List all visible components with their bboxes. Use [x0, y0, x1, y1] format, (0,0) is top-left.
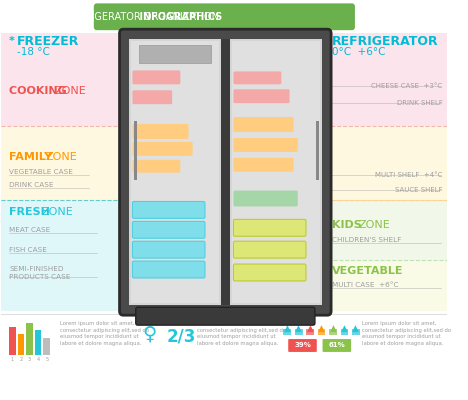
Bar: [284, 329, 291, 335]
Bar: [1, 33, 124, 126]
Text: 3: 3: [28, 357, 31, 362]
Bar: [232, 41, 320, 303]
FancyBboxPatch shape: [132, 90, 172, 104]
Text: ♀: ♀: [142, 324, 156, 343]
FancyBboxPatch shape: [288, 339, 317, 352]
FancyBboxPatch shape: [132, 261, 205, 278]
Text: Lorem ipsum dolor sit amet,
consectetur adipiscing elit,sed do
eiusmod tempor in: Lorem ipsum dolor sit amet, consectetur …: [362, 321, 451, 346]
Bar: [9, 327, 16, 355]
Text: ▲: ▲: [295, 324, 302, 333]
Text: 4: 4: [37, 357, 40, 362]
Text: SEMI-FINISHED
PRODUCTS CASE: SEMI-FINISHED PRODUCTS CASE: [9, 266, 70, 280]
Bar: [131, 41, 219, 303]
Text: FAMILY: FAMILY: [9, 152, 56, 162]
FancyBboxPatch shape: [234, 190, 298, 206]
Text: REFRIGERATOR ORGANIZATION: REFRIGERATOR ORGANIZATION: [66, 12, 222, 22]
Text: 2: 2: [19, 357, 22, 362]
Bar: [318, 329, 325, 335]
FancyBboxPatch shape: [136, 307, 315, 325]
Text: *: *: [9, 36, 19, 46]
Text: Lorem ipsum dolor sit amet,
consectetur adipiscing elit,sed do
eiusmod tempor in: Lorem ipsum dolor sit amet, consectetur …: [197, 321, 286, 346]
FancyBboxPatch shape: [132, 221, 205, 238]
Bar: [129, 39, 322, 305]
Text: SAUCE SHELF: SAUCE SHELF: [395, 187, 443, 193]
Text: ▲: ▲: [307, 324, 314, 333]
Text: CHILDREN'S SHELF: CHILDREN'S SHELF: [332, 237, 401, 243]
Text: ▲: ▲: [341, 324, 348, 333]
Text: ▲: ▲: [284, 324, 291, 333]
FancyBboxPatch shape: [132, 202, 205, 218]
FancyBboxPatch shape: [234, 117, 293, 132]
FancyBboxPatch shape: [234, 71, 281, 84]
Text: VEGETABLE: VEGETABLE: [332, 266, 403, 276]
Text: ZONE: ZONE: [359, 220, 390, 230]
Text: 61%: 61%: [329, 342, 345, 348]
Bar: [1, 126, 124, 200]
Bar: [35, 330, 41, 355]
Text: ▲: ▲: [318, 324, 325, 333]
Text: 39%: 39%: [294, 342, 311, 348]
Bar: [129, 39, 220, 305]
Bar: [329, 329, 337, 335]
FancyBboxPatch shape: [132, 241, 205, 258]
Text: ZONE: ZONE: [55, 86, 87, 96]
Text: ZONE: ZONE: [45, 152, 77, 162]
Text: DRINK SHELF: DRINK SHELF: [397, 100, 443, 106]
Bar: [352, 329, 360, 335]
Text: ZONE: ZONE: [41, 207, 73, 217]
Text: 5: 5: [45, 357, 48, 362]
Bar: [44, 338, 50, 355]
Text: CHEESE CASE  +3°C: CHEESE CASE +3°C: [372, 83, 443, 89]
Text: FREEZER: FREEZER: [17, 35, 79, 48]
FancyBboxPatch shape: [94, 3, 355, 30]
Bar: [327, 126, 447, 200]
FancyBboxPatch shape: [234, 138, 298, 152]
Text: Lorem ipsum dolor sit amet,
consectetur adipiscing elit,sed do
eiusmod tempor in: Lorem ipsum dolor sit amet, consectetur …: [60, 321, 149, 346]
Text: 2/3: 2/3: [166, 327, 196, 345]
Text: KIDS: KIDS: [332, 220, 366, 230]
Text: -18 °C: -18 °C: [17, 47, 50, 57]
FancyBboxPatch shape: [132, 70, 180, 84]
Bar: [220, 39, 230, 305]
FancyBboxPatch shape: [132, 124, 189, 139]
FancyBboxPatch shape: [234, 241, 306, 258]
Text: INFOGRAPHICS: INFOGRAPHICS: [72, 12, 222, 22]
Bar: [341, 329, 348, 335]
Bar: [316, 120, 319, 180]
FancyBboxPatch shape: [234, 264, 306, 281]
Text: ▲: ▲: [352, 324, 359, 333]
FancyBboxPatch shape: [234, 158, 293, 172]
Text: DRINK CASE: DRINK CASE: [9, 182, 53, 188]
Text: ▲: ▲: [329, 324, 336, 333]
Bar: [18, 334, 24, 355]
FancyBboxPatch shape: [132, 142, 193, 156]
Text: MULTI SHELF  +4°C: MULTI SHELF +4°C: [375, 172, 443, 178]
Text: FRESH: FRESH: [9, 207, 54, 217]
FancyBboxPatch shape: [234, 89, 290, 103]
Bar: [327, 200, 447, 260]
FancyBboxPatch shape: [234, 219, 306, 236]
Text: REFRIGERATOR: REFRIGERATOR: [332, 35, 439, 48]
FancyBboxPatch shape: [322, 339, 351, 352]
Bar: [230, 39, 322, 305]
Text: MULTI CASE  +6°C: MULTI CASE +6°C: [332, 282, 399, 288]
FancyBboxPatch shape: [132, 160, 180, 173]
Text: VEGETABLE CASE: VEGETABLE CASE: [9, 169, 73, 175]
Bar: [26, 323, 33, 355]
Bar: [1, 200, 124, 311]
Bar: [327, 260, 447, 311]
Text: MEAT CASE: MEAT CASE: [9, 227, 50, 233]
Text: 0°C  +6°C: 0°C +6°C: [332, 47, 386, 57]
Bar: [307, 329, 314, 335]
FancyBboxPatch shape: [119, 29, 331, 315]
Text: FISH CASE: FISH CASE: [9, 247, 47, 253]
Bar: [139, 45, 211, 63]
Text: 1: 1: [11, 357, 14, 362]
Bar: [327, 33, 447, 126]
Bar: [134, 120, 137, 180]
Bar: [295, 329, 302, 335]
Text: COOKING: COOKING: [9, 86, 71, 96]
